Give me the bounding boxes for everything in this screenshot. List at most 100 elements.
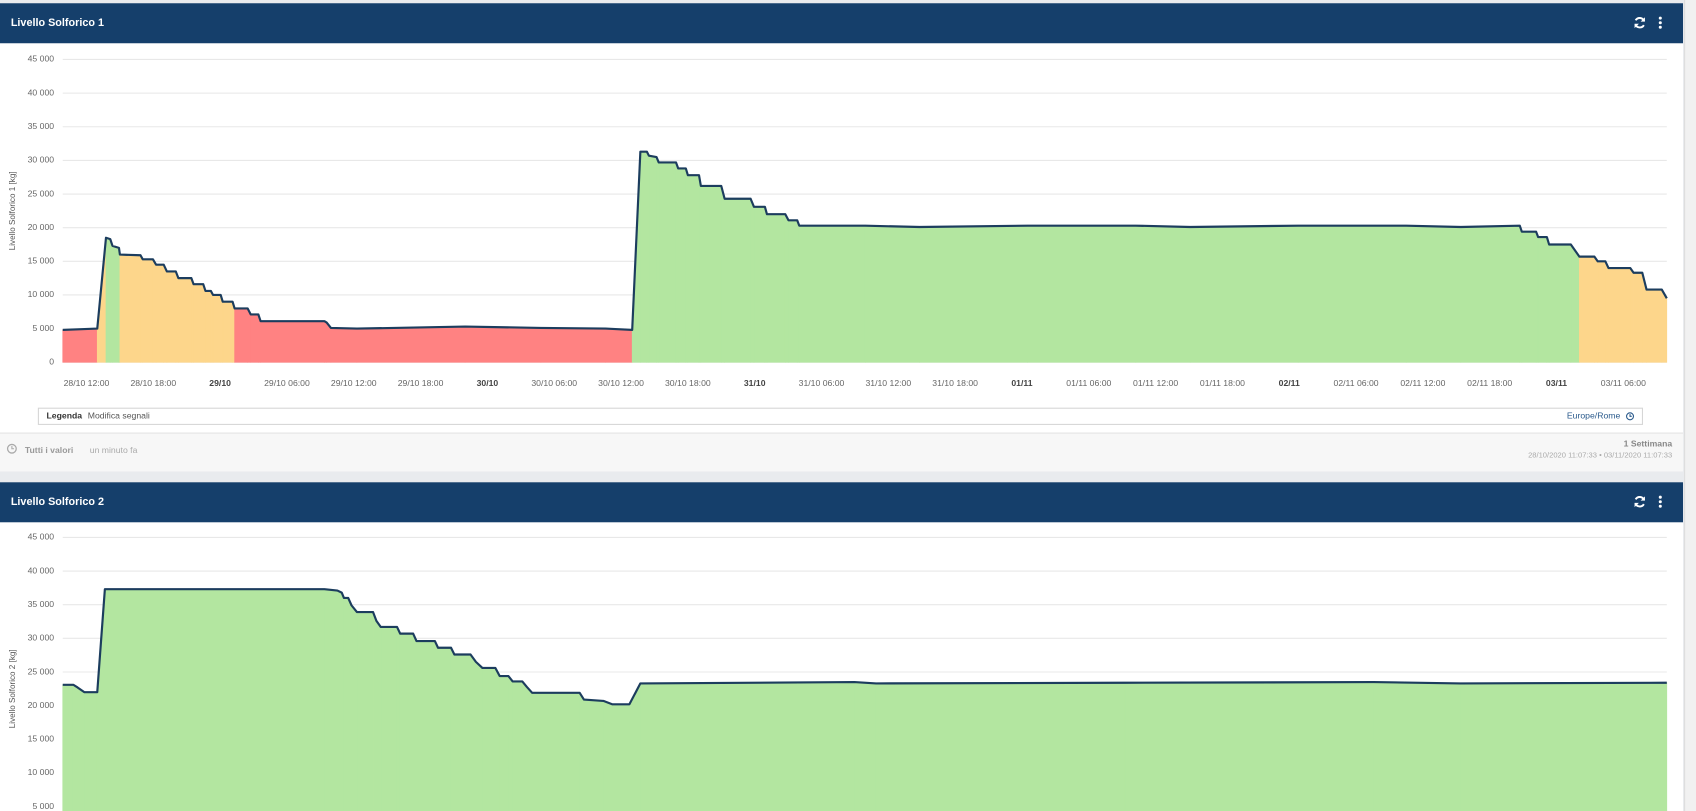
area-segment	[1460, 225, 1521, 363]
area-segment	[720, 185, 725, 363]
area-segment	[1608, 267, 1631, 363]
area-segment	[72, 684, 78, 811]
y-tick-label: 10 000	[28, 767, 55, 777]
y-axis-title: Livello Solforico 1 [kg]	[8, 171, 17, 250]
x-tick-label: 02/11	[1278, 378, 1300, 389]
y-tick-label: 20 000	[28, 700, 55, 710]
area-segment	[250, 314, 259, 363]
area-segment	[343, 597, 349, 811]
area-segment	[640, 151, 648, 363]
menu-icon[interactable]	[1658, 16, 1662, 29]
y-tick-label: 35 000	[28, 121, 55, 131]
area-segment	[1548, 244, 1572, 363]
x-tick-label: 02/11 12:00	[1400, 378, 1446, 389]
x-tick-label: 28/10 12:00	[63, 378, 110, 389]
values-label[interactable]: Tutti i valori	[24, 445, 74, 456]
area-segment	[109, 239, 113, 363]
area-segment	[784, 214, 789, 363]
y-tick-label: 30 000	[28, 633, 55, 643]
area-segment	[579, 691, 585, 811]
x-tick-label: 01/11 18:00	[1199, 378, 1245, 389]
panel-title: Livello Solforico 2	[10, 496, 104, 509]
panel-header: Livello Solforico 1	[0, 3, 1684, 44]
area-segment	[372, 611, 377, 811]
legend-link[interactable]: Modifica segnali	[87, 410, 150, 421]
x-tick-label: 31/10 18:00	[932, 378, 978, 389]
area-segment	[380, 626, 398, 811]
area-segment	[260, 320, 325, 363]
menu-icon[interactable]	[1658, 495, 1662, 508]
x-tick-label: 31/10	[743, 378, 766, 389]
y-tick-label: 15 000	[28, 256, 55, 266]
area-segment	[62, 328, 98, 363]
area-segment	[1629, 267, 1634, 363]
legend-label: Legenda	[46, 410, 83, 421]
area-segment	[526, 685, 533, 811]
x-tick-label: 01/11 12:00	[1133, 378, 1179, 389]
area-segment	[677, 168, 687, 363]
area-segment	[412, 633, 417, 811]
area-segment	[1135, 225, 1191, 363]
y-tick-label: 5 000	[32, 323, 54, 333]
area-segment	[521, 680, 528, 811]
area-segment	[155, 264, 165, 363]
x-tick-label: 29/10 12:00	[330, 378, 377, 389]
area-segment	[482, 667, 496, 811]
area-segment	[337, 590, 343, 811]
timezone[interactable]: Europe/Rome	[1566, 410, 1621, 421]
area-segment	[640, 681, 855, 811]
y-tick-label: 25 000	[28, 666, 55, 676]
y-tick-label: 25 000	[28, 188, 55, 198]
refresh-icon[interactable]	[1633, 495, 1646, 508]
y-tick-label: 45 000	[28, 532, 55, 542]
x-tick-label: 01/11	[1011, 378, 1033, 389]
area-segment	[687, 174, 700, 363]
area-segment	[234, 308, 248, 363]
area-segment	[163, 264, 168, 363]
area-segment	[191, 278, 194, 363]
area-segment	[104, 588, 325, 811]
x-tick-label: 31/10 06:00	[798, 378, 845, 389]
area-segment	[351, 604, 358, 811]
legend-bar: Legenda Modifica segnali Europe/Rome	[37, 407, 1643, 425]
area-segment	[750, 198, 755, 363]
y-tick-label: 30 000	[28, 155, 55, 165]
area-segment	[193, 283, 204, 363]
y-tick-label: 35 000	[28, 599, 55, 609]
area-segment	[222, 301, 233, 363]
area-segment	[434, 640, 439, 811]
area-segment	[178, 277, 192, 363]
clock-icon	[6, 443, 17, 454]
scrollbar[interactable]	[1684, 0, 1696, 811]
area-segment	[1460, 682, 1668, 811]
area-segment	[324, 588, 338, 811]
area-segment	[1570, 243, 1580, 363]
area-segment	[540, 327, 606, 363]
area-segment	[175, 271, 179, 363]
area-segment	[1297, 225, 1407, 363]
y-tick-label: 40 000	[28, 87, 55, 97]
area-segment	[1405, 225, 1462, 363]
area-segment	[1594, 255, 1599, 363]
y-tick-label: 0	[49, 357, 54, 367]
x-tick-label: 29/10 18:00	[397, 378, 444, 389]
area-segment	[470, 653, 477, 811]
area-segment	[1646, 289, 1663, 363]
x-tick-label: 01/11 06:00	[1066, 378, 1112, 389]
area-segment	[1521, 231, 1537, 363]
area-segment	[105, 237, 111, 363]
area-segment	[212, 294, 222, 363]
area-segment	[140, 255, 144, 363]
updated: un minuto fa	[89, 445, 138, 456]
area-segment	[854, 681, 877, 811]
area-segment	[152, 258, 157, 363]
area-segment	[1633, 272, 1643, 363]
area-segment	[1597, 260, 1606, 363]
line	[62, 588, 1667, 706]
panel-title: Livello Solforico 1	[10, 17, 104, 30]
x-tick-label: 29/10	[209, 378, 231, 389]
y-tick-label: 5 000	[32, 801, 54, 811]
refresh-icon[interactable]	[1633, 16, 1646, 29]
